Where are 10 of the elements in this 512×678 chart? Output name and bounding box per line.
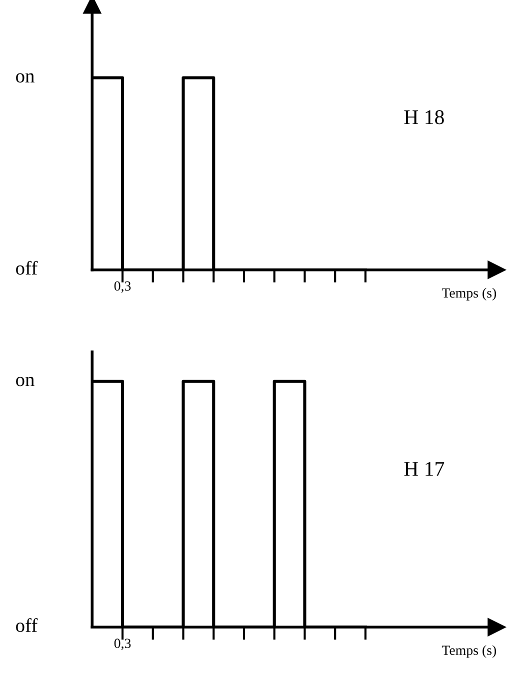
text: H 18 <box>404 110 444 124</box>
text: on <box>16 73 34 83</box>
text: H 17 <box>404 462 444 476</box>
text: off <box>16 618 38 632</box>
x-axis-title: Temps (s) <box>442 645 496 658</box>
text: 0,3 <box>114 638 131 650</box>
text: 0,3 <box>114 281 131 293</box>
text: on <box>16 376 34 386</box>
x-axis-title: Temps (s) <box>442 288 496 300</box>
text: off <box>16 260 38 275</box>
